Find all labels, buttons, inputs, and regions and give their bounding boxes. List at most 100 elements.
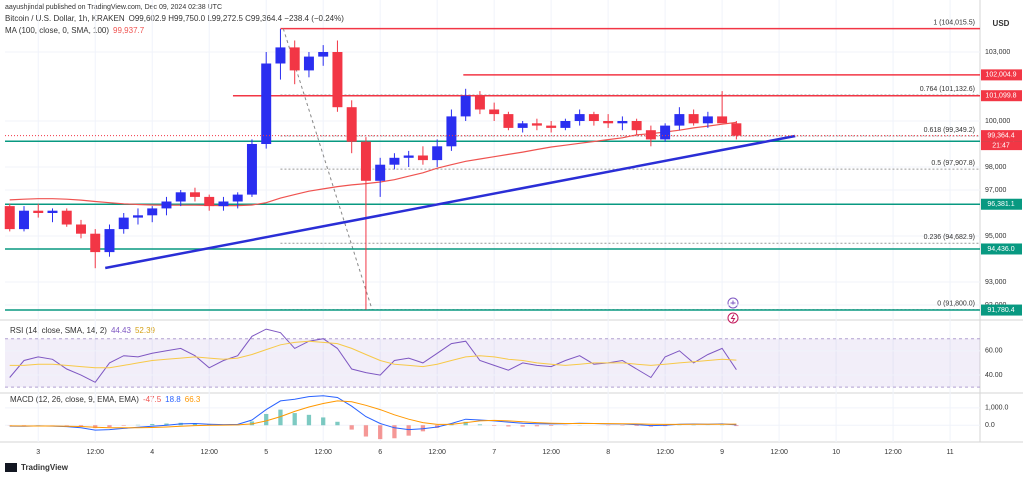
- candle-body: [132, 215, 143, 218]
- ma-value: 99,937.7: [113, 26, 145, 35]
- x-tick-label: 9: [720, 449, 724, 456]
- candle-body: [588, 114, 599, 122]
- candle-body: [417, 155, 428, 161]
- y-tick-label: 97,000: [985, 187, 1007, 194]
- candle-body: [617, 121, 628, 124]
- symbol-legend: Bitcoin / U.S. Dollar, 1h, KRAKEN O99,602…: [5, 14, 344, 23]
- macd-histogram-bar: [78, 425, 84, 427]
- candle-body: [4, 206, 15, 230]
- x-tick-label: 12:00: [314, 449, 332, 456]
- macd-histogram-bar: [164, 423, 169, 426]
- rsi-value: 44.43: [111, 326, 132, 335]
- candle-body: [360, 141, 371, 181]
- candle-body: [246, 144, 257, 195]
- fib-label: 0.618 (99,349.2): [924, 127, 975, 134]
- candle-body: [19, 210, 29, 230]
- publisher: aayushjindal published on TradingView.co…: [5, 4, 222, 11]
- currency: USD: [993, 19, 1010, 28]
- level-label: 96,381.1: [987, 201, 1014, 208]
- y-tick-label: 103,000: [985, 49, 1010, 56]
- candle-body: [574, 114, 585, 122]
- fib-label: 1 (104,015.5): [933, 19, 975, 26]
- candle-body: [474, 95, 485, 110]
- fib-diagonal: [282, 28, 373, 310]
- y-tick-label: 60.00: [985, 348, 1003, 355]
- rsi-band: [5, 338, 980, 388]
- rsi-legend: RSI (14, close, SMA, 14, 2) 44.43 52.39: [10, 326, 156, 335]
- candle-body: [631, 121, 642, 131]
- macd-histogram-bar: [264, 413, 269, 426]
- candle-body: [603, 121, 614, 124]
- x-tick-label: 7: [492, 449, 496, 456]
- candle-body: [546, 125, 557, 128]
- y-tick-label: 100,000: [985, 118, 1010, 125]
- rsi-line: [9, 340, 737, 369]
- macd-histogram-bar: [549, 425, 554, 426]
- macd-title: MACD (12, 26, close, 9, EMA, EMA): [10, 395, 139, 404]
- level-badge: [981, 198, 1022, 210]
- candle-body: [446, 116, 457, 147]
- y-tick-label: 1,000.0: [985, 405, 1008, 412]
- last-price-label: 99,364.4: [987, 132, 1014, 139]
- dividend-icon-bolt: [730, 314, 736, 323]
- candle-body: [175, 192, 186, 202]
- candle-body: [275, 47, 286, 64]
- y-tick-label: 40.00: [985, 372, 1003, 379]
- macd-histogram-bar: [492, 425, 497, 426]
- macd-histogram-bar: [121, 425, 126, 426]
- x-tick-label: 12:00: [542, 449, 560, 456]
- level-badge: [981, 304, 1022, 316]
- level-badge: [981, 69, 1022, 81]
- x-tick-label: 11: [946, 449, 953, 456]
- candle-body: [47, 210, 58, 214]
- level-label: 102,004.9: [985, 72, 1016, 79]
- candle-body: [403, 155, 414, 158]
- x-tick-label: 12:00: [656, 449, 674, 456]
- level-label: 101,099.8: [985, 93, 1016, 100]
- candle-body: [204, 196, 215, 207]
- x-tick-label: 8: [606, 449, 610, 456]
- candle-body: [75, 224, 86, 234]
- candle-body: [660, 125, 671, 140]
- candle-body: [232, 194, 243, 202]
- candle-body: [503, 114, 514, 128]
- ma-legend: MA (100, close, 0, SMA, 100) 99,937.7: [5, 26, 145, 35]
- macd-histogram-bar: [321, 417, 326, 426]
- fib-label: 0.5 (97,907.8): [931, 160, 975, 167]
- candle-body: [489, 109, 500, 115]
- macd-histogram-bar: [734, 425, 739, 427]
- level-label: 91,780.4: [987, 307, 1014, 314]
- candle-body: [118, 217, 129, 230]
- countdown: 21:47: [992, 142, 1010, 149]
- candle-body: [33, 210, 44, 214]
- y-tick-label: 98,000: [985, 164, 1007, 171]
- candle-body: [161, 201, 172, 209]
- macd-histogram-bar: [278, 409, 283, 426]
- candle-body: [717, 116, 728, 124]
- candle-body: [389, 157, 400, 165]
- brand-logo: [5, 463, 17, 472]
- candle-body: [61, 210, 72, 225]
- symbol: Bitcoin / U.S. Dollar, 1h, KRAKEN: [5, 14, 125, 23]
- candle-body: [688, 114, 699, 124]
- macd-histogram-bar: [477, 424, 483, 426]
- candle-body: [702, 116, 713, 124]
- ma-line: [9, 121, 737, 207]
- candle-body: [104, 229, 115, 253]
- rsi-ma-value: 52.39: [135, 326, 156, 335]
- macd-histogram-bar: [107, 425, 112, 428]
- macd-histogram-bar: [363, 425, 369, 437]
- candle-body: [346, 107, 357, 142]
- candle-body: [731, 123, 742, 136]
- macd-histogram-bar: [392, 425, 397, 439]
- x-tick-label: 3: [36, 449, 40, 456]
- x-tick-label: 5: [264, 449, 268, 456]
- brand: TradingView: [21, 463, 69, 472]
- macd-line: [9, 400, 737, 429]
- macd-histogram-bar: [192, 423, 198, 426]
- macd-histogram-bar: [378, 425, 383, 440]
- macd-histogram-bar: [463, 421, 468, 426]
- candle-body: [560, 121, 571, 128]
- candle-body: [460, 95, 471, 117]
